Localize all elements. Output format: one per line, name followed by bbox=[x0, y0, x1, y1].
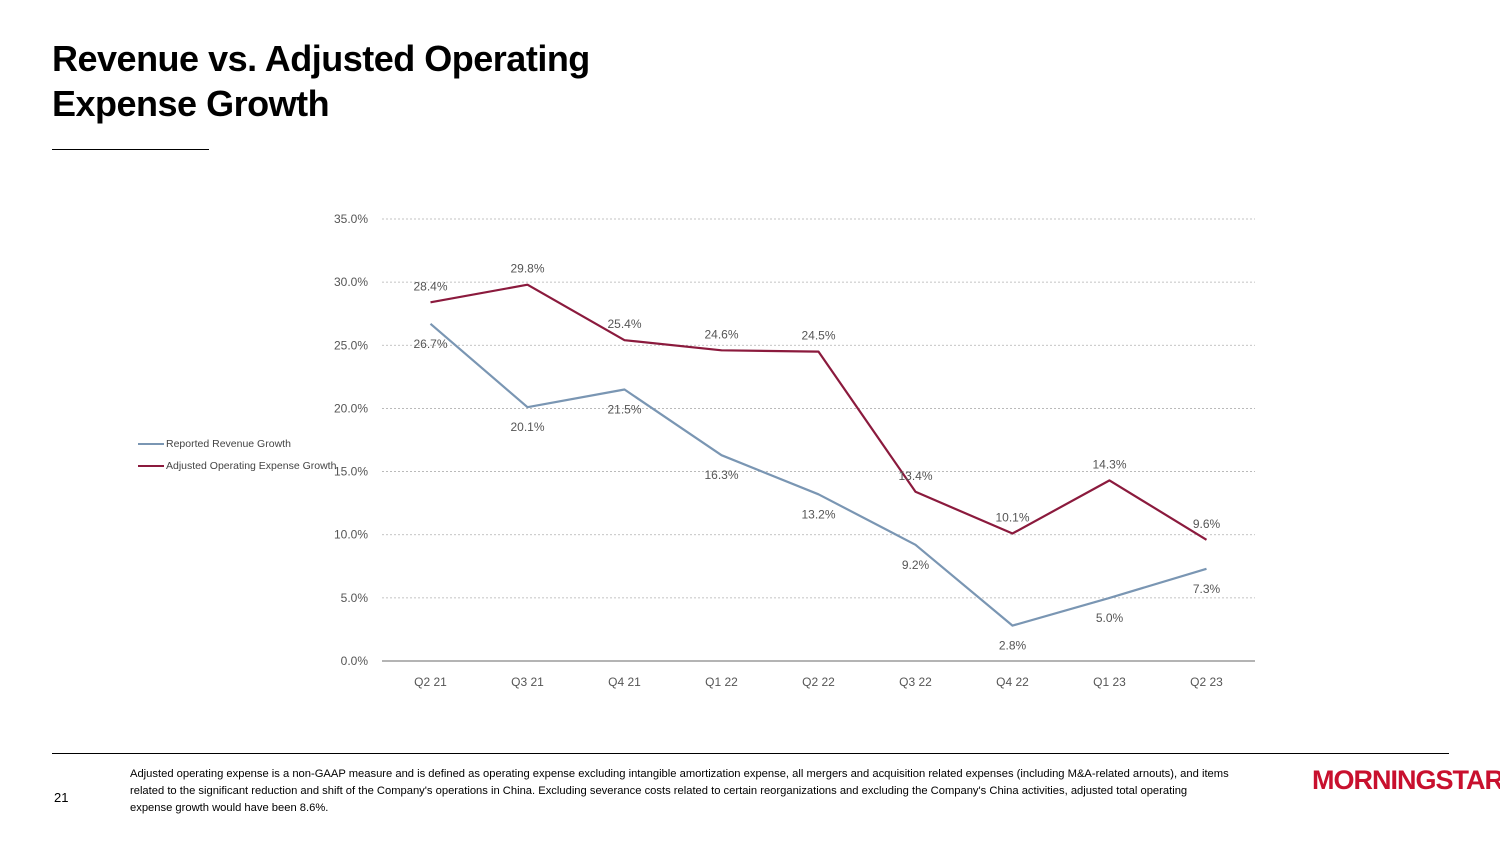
x-tick-label: Q4 21 bbox=[608, 675, 641, 689]
footnote: Adjusted operating expense is a non-GAAP… bbox=[130, 768, 1229, 814]
legend-item-opex: Adjusted Operating Expense Growth bbox=[138, 455, 336, 477]
footer-divider bbox=[52, 753, 1449, 754]
legend-item-revenue: Reported Revenue Growth bbox=[138, 433, 336, 455]
y-axis-ticks: 0.0% 5.0% 10.0% 15.0% 20.0% 25.0% 30.0% 35.0% bbox=[334, 212, 368, 668]
data-label: 13.4% bbox=[898, 469, 932, 483]
legend-label-revenue: Reported Revenue Growth bbox=[166, 438, 291, 450]
chart-gridlines bbox=[382, 218, 1255, 662]
data-label: 29.8% bbox=[510, 262, 544, 276]
title-underline bbox=[52, 149, 209, 150]
chart-legend: Reported Revenue Growth Adjusted Operati… bbox=[138, 433, 336, 477]
x-tick-label: Q3 21 bbox=[511, 675, 544, 689]
y-tick-label: 20.0% bbox=[334, 401, 368, 415]
legend-swatch-opex bbox=[138, 465, 164, 467]
y-tick-label: 5.0% bbox=[341, 591, 369, 605]
data-label: 25.4% bbox=[607, 317, 641, 331]
x-tick-label: Q2 23 bbox=[1190, 675, 1223, 689]
series-line-revenue bbox=[429, 322, 1207, 627]
data-label: 26.7% bbox=[413, 337, 447, 351]
y-tick-label: 10.0% bbox=[334, 528, 368, 542]
data-label: 14.3% bbox=[1092, 457, 1126, 471]
x-tick-label: Q1 22 bbox=[705, 675, 738, 689]
y-tick-label: 0.0% bbox=[341, 654, 369, 668]
data-label: 2.8% bbox=[999, 639, 1027, 653]
x-axis-ticks: Q2 21 Q3 21 Q4 21 Q1 22 Q2 22 Q3 22 Q4 22 Q1 23… bbox=[414, 675, 1223, 689]
page-number: 21 bbox=[54, 790, 69, 805]
data-label: 9.2% bbox=[902, 558, 930, 572]
data-label: 24.6% bbox=[704, 327, 738, 341]
data-label: 28.4% bbox=[413, 279, 447, 293]
y-tick-label: 35.0% bbox=[334, 212, 368, 226]
y-tick-label: 30.0% bbox=[334, 275, 368, 289]
x-tick-label: Q4 22 bbox=[996, 675, 1029, 689]
y-tick-label: 25.0% bbox=[334, 338, 368, 352]
data-label: 24.5% bbox=[801, 329, 835, 343]
data-label: 21.5% bbox=[607, 402, 641, 416]
x-tick-label: Q2 22 bbox=[802, 675, 835, 689]
data-label: 5.0% bbox=[1096, 611, 1124, 625]
data-label: 7.3% bbox=[1193, 582, 1221, 596]
x-tick-label: Q3 22 bbox=[899, 675, 932, 689]
data-label: 9.6% bbox=[1193, 517, 1221, 531]
y-tick-label: 15.0% bbox=[334, 465, 368, 479]
data-label: 10.1% bbox=[995, 510, 1029, 524]
logo-text: MORNINGSTAR bbox=[1312, 765, 1500, 795]
x-tick-label: Q2 21 bbox=[414, 675, 447, 689]
legend-label-opex: Adjusted Operating Expense Growth bbox=[166, 460, 337, 472]
data-label: 20.1% bbox=[510, 420, 544, 434]
page-title: Revenue vs. Adjusted Operating Expense G… bbox=[52, 38, 590, 124]
legend-swatch-revenue bbox=[138, 443, 164, 445]
x-tick-label: Q1 23 bbox=[1093, 675, 1126, 689]
chart-series-lines bbox=[429, 283, 1208, 627]
series-line-opex bbox=[430, 283, 1208, 541]
morningstar-logo: MORNINGSTAR® bbox=[1312, 765, 1500, 796]
chart-data-labels: 26.7% 20.1% 21.5% 16.3% 13.2% 9.2% 2.8% 5.0% 7.3… bbox=[413, 262, 1220, 653]
data-label: 16.3% bbox=[704, 468, 738, 482]
data-label: 13.2% bbox=[801, 507, 835, 521]
